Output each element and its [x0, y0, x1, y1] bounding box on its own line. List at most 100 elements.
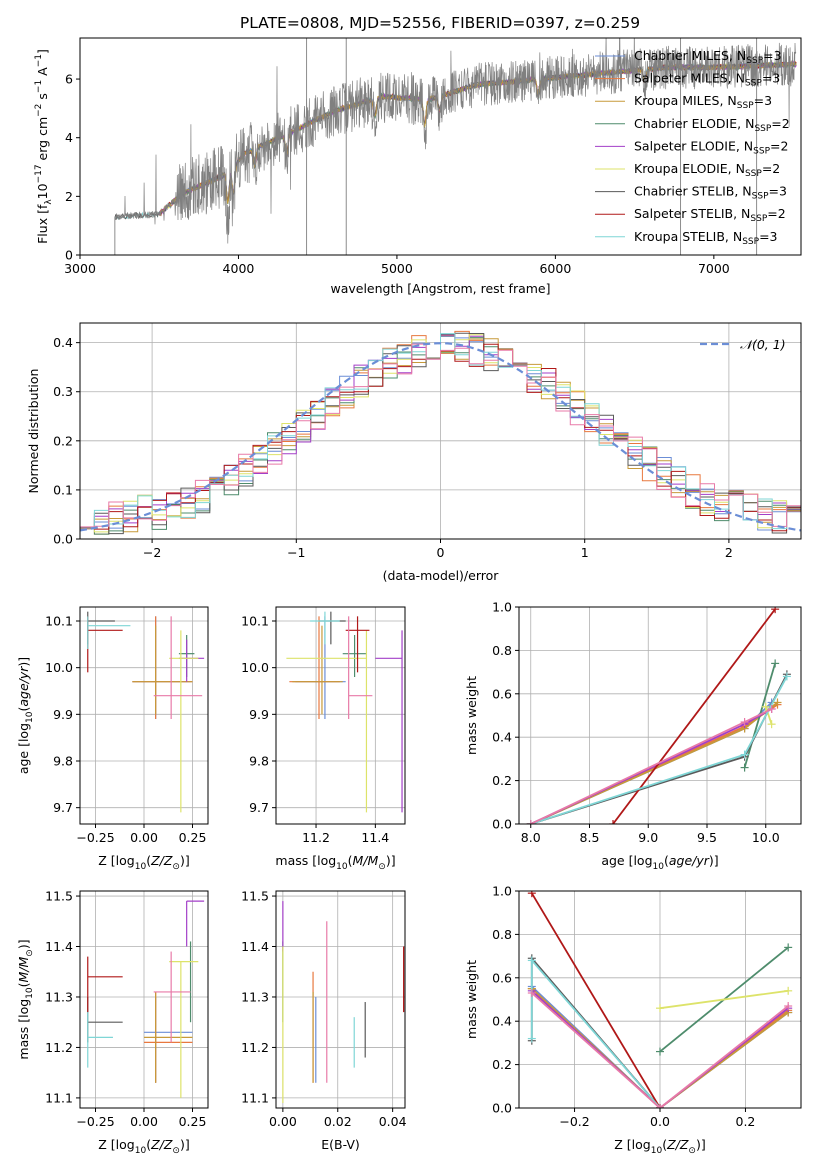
y-tick-label: 0.0	[492, 1101, 512, 1116]
x-axis-label-part: ⊙	[688, 1146, 696, 1156]
y-axis-label-part: erg cm	[35, 117, 50, 165]
weight-marker	[784, 943, 793, 952]
legend-label: Kroupa ELODIE, NSSP=2	[634, 161, 780, 179]
panel-age_vs_Z: −0.25 0.00 0.259.79.89.910.010.1Z [log10(Z…	[16, 606, 209, 872]
y-tick-label: 0.6	[492, 970, 512, 985]
y-axis-label-part: )]	[16, 939, 31, 949]
weight-line	[531, 992, 789, 1108]
legend-label-suffix: =3	[769, 184, 787, 199]
legend-label-main: Kroupa STELIB, N	[634, 229, 742, 244]
y-axis-label: mass weight	[464, 676, 479, 755]
legend-entry-salpeter_miles: Salpeter MILES, NSSP=3	[595, 71, 780, 89]
y-tick-label: 0.6	[492, 686, 512, 701]
panel-mass_vs_ebv: 0.00 0.02 0.04 11.1 11.2 11.3 11.4 11.5 E(B-V)	[241, 889, 406, 1152]
plot-area	[80, 330, 801, 535]
x-tick-label: 8.0	[521, 830, 541, 845]
y-axis-label-part: mass [log	[16, 999, 31, 1060]
weight-marker	[656, 1104, 664, 1108]
y-axis-label-part: )]	[16, 657, 31, 667]
y-tick-label: 10.1	[45, 614, 73, 629]
weight-series-kroupa_stelib	[526, 672, 791, 824]
x-axis-label: Z [log10(Z/Z⊙)]	[614, 1137, 705, 1156]
legend-label-suffix: =2	[770, 138, 788, 153]
legend-label-sub: SSP	[737, 101, 754, 111]
errorbar-point-kroupa_stelib	[310, 611, 340, 645]
y-axis-label-group: Normed distribution	[26, 369, 41, 494]
plot-area	[526, 607, 791, 824]
y-axis-label-part: ⊙	[25, 949, 35, 957]
y-axis-label-part: (	[16, 982, 31, 987]
weight-series-pink	[527, 988, 793, 1108]
errorbar-point-kroupa_miles	[144, 991, 193, 1083]
x-axis-label-part: M/M	[353, 853, 379, 868]
y-tick-label: 6	[65, 72, 73, 87]
y-axis-label-part: −1	[34, 80, 44, 93]
y-axis-label-part: (	[16, 707, 31, 712]
x-tick-label: 0.2	[736, 1114, 756, 1129]
weight-marker	[740, 718, 749, 727]
y-tick-label: 0.8	[492, 927, 512, 942]
legend-label: Chabrier STELIB, NSSP=3	[634, 184, 787, 202]
x-axis-label-part: Z [log	[614, 1137, 650, 1152]
y-tick-label: 4	[65, 130, 73, 145]
y-tick-label: 9.9	[53, 707, 73, 722]
x-axis-label-part: (	[146, 853, 151, 868]
y-tick-label: 0.0	[53, 532, 73, 547]
panels: 3000 4000 5000 6000 7000 0 2 4 6 wavelength [Angs…	[16, 37, 802, 1156]
y-axis-label-group: mass weight	[464, 960, 479, 1039]
weight-line	[764, 706, 773, 725]
y-tick-label: 0.8	[492, 643, 512, 658]
errorbar-point-kroupa_stelib	[87, 616, 131, 649]
y-tick-label: 0.4	[53, 335, 73, 350]
y-tick-label: 11.3	[241, 989, 269, 1004]
panel-weight_vs_age: 8.0 8.5 9.0 9.5 10.0 0.0 0.2 0.4 0.6 0.8 1.0 age [l…	[464, 600, 802, 872]
x-axis-label-part: Z/Z	[666, 1137, 689, 1152]
legend-label: Salpeter STELIB, NSSP=2	[634, 206, 786, 224]
panel-age_vs_mass: 11.2 11.4 9.7 9.8 9.9 10.0 10.1 mass [log10(M/M…	[241, 606, 406, 872]
x-tick-label: 3000	[64, 261, 96, 276]
legend-label-sub: SSP	[742, 237, 759, 247]
legend-label-suffix: =2	[762, 161, 780, 176]
legend-label-main: Kroupa MILES, N	[634, 93, 737, 108]
y-tick-label: 11.1	[45, 1090, 73, 1105]
y-axis-label-part: −17	[34, 164, 44, 183]
x-tick-label: 6000	[539, 261, 571, 276]
x-tick-label: 0.25	[179, 830, 207, 845]
errorbar-point-salpeter_stelib	[87, 956, 123, 1013]
weight-marker	[767, 720, 776, 729]
x-tick-label: 11.2	[302, 830, 330, 845]
y-tick-label: 9.7	[53, 800, 73, 815]
weight-marker	[782, 672, 791, 681]
y-axis-label: mass weight	[464, 960, 479, 1039]
weight-series-pink	[526, 704, 776, 824]
x-axis-label-part: 10	[336, 862, 348, 872]
x-tick-label: 4000	[223, 261, 255, 276]
x-tick-label: 0.00	[130, 830, 158, 845]
x-tick-label: 1	[581, 545, 589, 560]
y-axis-label-part: −2	[34, 104, 44, 117]
legend-label-suffix: =3	[754, 93, 772, 108]
x-tick-label: 0.02	[324, 1114, 352, 1129]
legend-label-sub: SSP	[753, 146, 770, 156]
weight-marker	[767, 704, 776, 713]
legend-label-sub: SSP	[754, 124, 771, 134]
y-axis-label-part: A	[35, 67, 50, 80]
x-axis-label-part: 10	[135, 1146, 147, 1156]
y-tick-label: 0.4	[492, 1014, 512, 1029]
y-tick-label: 11.5	[45, 889, 73, 904]
x-tick-label: 9.5	[697, 830, 717, 845]
plot-area	[527, 891, 793, 1108]
legend-entry-chabrier_stelib: Chabrier STELIB, NSSP=3	[595, 184, 787, 202]
weight-marker	[773, 698, 782, 707]
x-axis-label-part: 10	[653, 862, 665, 872]
y-axis-label: Flux [fλ10−17 erg cm−2 s−1 A−1]	[34, 49, 54, 244]
x-tick-label: 8.5	[580, 830, 600, 845]
errorbar-point-pink	[153, 616, 203, 719]
axes-frame	[79, 37, 802, 256]
y-axis-label-group: mass weight	[464, 676, 479, 755]
y-tick-label: 10.1	[241, 614, 269, 629]
x-axis-label-part: )]	[180, 1137, 190, 1152]
x-axis-label-part: Z [log	[98, 853, 134, 868]
